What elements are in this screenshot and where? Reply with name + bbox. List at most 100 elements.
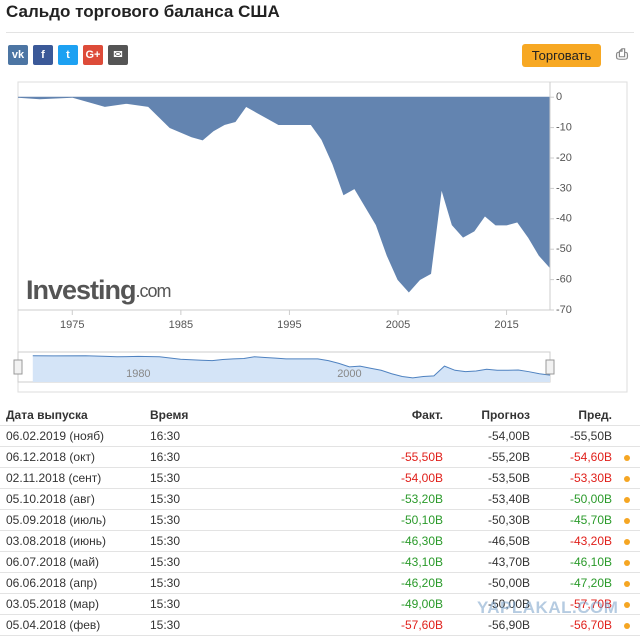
- table-row: 02.11.2018 (сент) 15:30 -54,00B -53,50B -53,…: [0, 467, 640, 489]
- x-tick-label: 2015: [494, 319, 518, 331]
- release-time: 15:30: [144, 509, 277, 531]
- status-header: [618, 405, 640, 426]
- release-date: 06.06.2018 (апр): [0, 572, 144, 594]
- previous-value: -47,20B: [536, 572, 618, 594]
- calendar-table: Дата выпуска Время Факт. Прогноз Пред. 06.02.…: [0, 405, 640, 636]
- release-date: 05.09.2018 (июль): [0, 509, 144, 531]
- forecast-value: -56,90B: [449, 614, 536, 636]
- status-dot: [624, 497, 630, 503]
- x-tick-label: 1985: [169, 319, 193, 331]
- actual-value: -46,20B: [277, 572, 449, 594]
- status-cell: [618, 425, 640, 447]
- status-dot: [624, 476, 630, 482]
- forecast-value: -50,30B: [449, 509, 536, 531]
- y-tick-label: -70: [556, 304, 572, 316]
- actual-value: -50,10B: [277, 509, 449, 531]
- release-date: 06.07.2018 (май): [0, 551, 144, 573]
- column-header: Факт.: [277, 405, 449, 426]
- status-cell: [618, 572, 640, 594]
- table-body: 06.02.2019 (нояб) 16:30 -54,00B -55,50B 06.1…: [0, 425, 640, 636]
- gplus-share[interactable]: G+: [83, 45, 103, 65]
- mail-share[interactable]: ✉: [108, 45, 128, 65]
- header-row: Дата выпуска Время Факт. Прогноз Пред.: [0, 405, 640, 426]
- previous-value: -56,70B: [536, 614, 618, 636]
- chart-watermark: Investing.com: [26, 275, 171, 305]
- navigator-area: [32, 355, 551, 382]
- print-button[interactable]: ⎙: [612, 45, 632, 65]
- release-time: 15:30: [144, 551, 277, 573]
- table-row: 03.05.2018 (мар) 15:30 -49,00B -50,00B -57,7…: [0, 593, 640, 615]
- release-date: 03.05.2018 (мар): [0, 593, 144, 615]
- previous-value: -55,50B: [536, 425, 618, 447]
- status-dot: [624, 581, 630, 587]
- table-row: 03.08.2018 (июнь) 15:30 -46,30B -46,50B -43,…: [0, 530, 640, 552]
- actual-value: -53,20B: [277, 488, 449, 510]
- status-cell: [618, 446, 640, 468]
- status-dot: [624, 602, 630, 608]
- navigator-handle[interactable]: [13, 359, 23, 375]
- status-dot: [624, 623, 630, 629]
- status-dot: [624, 455, 630, 461]
- forecast-value: -50,00B: [449, 593, 536, 615]
- column-header: Дата выпуска: [0, 405, 144, 426]
- chart: Investing.com 0 -10 -20 -30 -40 -50 -60 -70 1975…: [13, 81, 628, 393]
- release-time: 15:30: [144, 614, 277, 636]
- y-tick-label: -10: [556, 122, 572, 134]
- status-dot: [624, 518, 630, 524]
- navigator-handle[interactable]: [545, 359, 555, 375]
- y-tick-label: -20: [556, 152, 572, 164]
- status-cell: [618, 467, 640, 489]
- previous-value: -53,30B: [536, 467, 618, 489]
- navigator-line: [32, 355, 551, 379]
- forecast-value: -54,00B: [449, 425, 536, 447]
- trade-button[interactable]: Торговать: [522, 44, 601, 67]
- release-time: 16:30: [144, 425, 277, 447]
- site-watermark: YAPLAKAL.COM: [477, 598, 619, 617]
- status-cell: [618, 614, 640, 636]
- forecast-value: -55,20B: [449, 446, 536, 468]
- forecast-value: -46,50B: [449, 530, 536, 552]
- chart-frame: [17, 81, 628, 393]
- release-time: 15:30: [144, 572, 277, 594]
- status-dot: [624, 560, 630, 566]
- forecast-value: -53,40B: [449, 488, 536, 510]
- release-time: 15:30: [144, 488, 277, 510]
- watermark-main: Investing: [26, 275, 136, 305]
- navigator-tick-label: 1980: [126, 368, 150, 380]
- page-title: Сальдо торгового баланса США: [6, 2, 280, 21]
- y-tick-label: -40: [556, 213, 572, 225]
- facebook-share[interactable]: f: [33, 45, 53, 65]
- release-time: 15:30: [144, 530, 277, 552]
- y-tick-label: -50: [556, 243, 572, 255]
- previous-value: -43,20B: [536, 530, 618, 552]
- y-tick-label: -60: [556, 274, 572, 286]
- release-date: 03.08.2018 (июнь): [0, 530, 144, 552]
- table-row: 05.04.2018 (фев) 15:30 -57,60B -56,90B -56,7…: [0, 614, 640, 636]
- vk-share[interactable]: vk: [8, 45, 28, 65]
- previous-value: -54,60B: [536, 446, 618, 468]
- column-header: Время: [144, 405, 277, 426]
- actual-value: [277, 425, 449, 447]
- divider: [6, 32, 634, 33]
- twitter-share[interactable]: t: [58, 45, 78, 65]
- watermark-suffix: .com: [136, 281, 171, 301]
- actual-value: -57,60B: [277, 614, 449, 636]
- status-cell: [618, 551, 640, 573]
- release-date: 06.12.2018 (окт): [0, 446, 144, 468]
- status-cell: [618, 593, 640, 615]
- previous-value: -46,10B: [536, 551, 618, 573]
- release-time: 16:30: [144, 446, 277, 468]
- column-header: Прогноз: [449, 405, 536, 426]
- navigator-tick-label: 2000: [337, 368, 361, 380]
- x-tick-label: 1995: [277, 319, 301, 331]
- status-cell: [618, 530, 640, 552]
- table-row: 05.10.2018 (авг) 15:30 -53,20B -53,40B -50,0…: [0, 488, 640, 510]
- y-tick-label: -30: [556, 182, 572, 194]
- status-cell: [618, 488, 640, 510]
- table-row: 06.12.2018 (окт) 16:30 -55,50B -55,20B -54,6…: [0, 446, 640, 468]
- release-date: 02.11.2018 (сент): [0, 467, 144, 489]
- actual-value: -49,00B: [277, 593, 449, 615]
- table-row: 05.09.2018 (июль) 15:30 -50,10B -50,30B -45,…: [0, 509, 640, 531]
- previous-value: -50,00B: [536, 488, 618, 510]
- release-date: 06.02.2019 (нояб): [0, 425, 144, 447]
